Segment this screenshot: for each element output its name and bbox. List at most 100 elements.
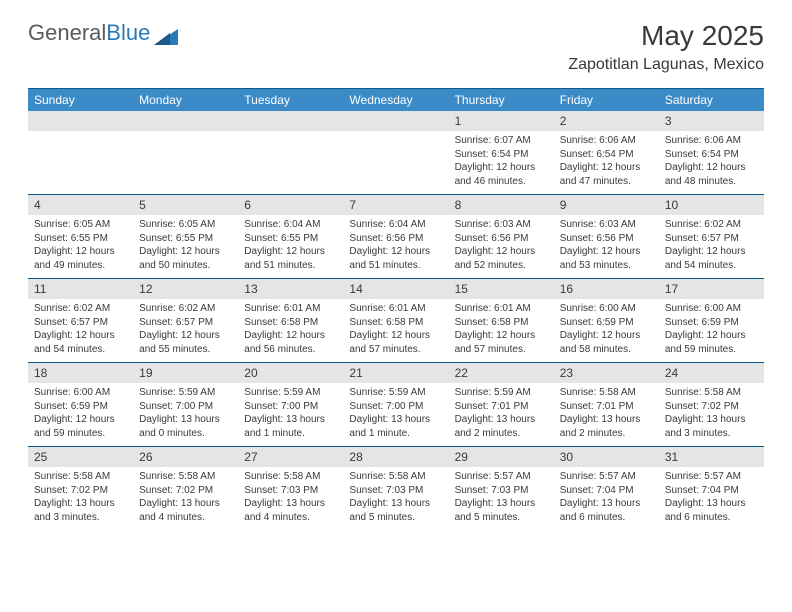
location-label: Zapotitlan Lagunas, Mexico [568,56,764,74]
day-details: Sunrise: 6:06 AMSunset: 6:54 PMDaylight:… [554,131,659,194]
day-number: 9 [554,195,659,215]
day-details: Sunrise: 6:05 AMSunset: 6:55 PMDaylight:… [133,215,238,278]
day-details: Sunrise: 6:04 AMSunset: 6:56 PMDaylight:… [343,215,448,278]
logo-text: GeneralBlue [28,20,150,46]
day-number: 12 [133,279,238,299]
day-number: 30 [554,447,659,467]
day-details-row: Sunrise: 6:02 AMSunset: 6:57 PMDaylight:… [28,299,764,362]
day-details [238,131,343,194]
day-details [133,131,238,194]
logo: GeneralBlue [28,20,178,46]
day-number: 20 [238,363,343,383]
day-number: 28 [343,447,448,467]
day-details: Sunrise: 6:01 AMSunset: 6:58 PMDaylight:… [343,299,448,362]
week-row: 11121314151617Sunrise: 6:02 AMSunset: 6:… [28,278,764,362]
day-number: 31 [659,447,764,467]
day-number: 18 [28,363,133,383]
weekday-header: Tuesday [238,89,343,111]
day-details: Sunrise: 5:58 AMSunset: 7:02 PMDaylight:… [28,467,133,530]
day-number: 24 [659,363,764,383]
day-number: 26 [133,447,238,467]
week-row: 123Sunrise: 6:07 AMSunset: 6:54 PMDaylig… [28,111,764,194]
day-number [28,111,133,131]
day-details: Sunrise: 6:00 AMSunset: 6:59 PMDaylight:… [659,299,764,362]
day-number: 17 [659,279,764,299]
title-block: May 2025 Zapotitlan Lagunas, Mexico [568,20,764,74]
day-number: 14 [343,279,448,299]
day-number: 7 [343,195,448,215]
logo-part2: Blue [106,20,150,45]
day-number-row: 123 [28,111,764,131]
weekday-header-row: SundayMondayTuesdayWednesdayThursdayFrid… [28,89,764,111]
day-details: Sunrise: 5:58 AMSunset: 7:03 PMDaylight:… [343,467,448,530]
weekday-header: Wednesday [343,89,448,111]
logo-triangle-icon [154,27,178,45]
day-details: Sunrise: 6:03 AMSunset: 6:56 PMDaylight:… [449,215,554,278]
day-details: Sunrise: 6:06 AMSunset: 6:54 PMDaylight:… [659,131,764,194]
day-details: Sunrise: 5:59 AMSunset: 7:01 PMDaylight:… [449,383,554,446]
day-number [133,111,238,131]
day-number: 21 [343,363,448,383]
day-number: 23 [554,363,659,383]
weekday-header: Friday [554,89,659,111]
day-details: Sunrise: 6:05 AMSunset: 6:55 PMDaylight:… [28,215,133,278]
day-number: 27 [238,447,343,467]
day-details: Sunrise: 6:00 AMSunset: 6:59 PMDaylight:… [28,383,133,446]
weekday-header: Saturday [659,89,764,111]
day-details: Sunrise: 6:02 AMSunset: 6:57 PMDaylight:… [133,299,238,362]
day-details: Sunrise: 5:59 AMSunset: 7:00 PMDaylight:… [238,383,343,446]
day-number: 29 [449,447,554,467]
day-details [28,131,133,194]
day-number: 22 [449,363,554,383]
day-details: Sunrise: 5:58 AMSunset: 7:03 PMDaylight:… [238,467,343,530]
weekday-header: Sunday [28,89,133,111]
day-details: Sunrise: 6:07 AMSunset: 6:54 PMDaylight:… [449,131,554,194]
month-title: May 2025 [568,20,764,52]
day-details: Sunrise: 5:57 AMSunset: 7:04 PMDaylight:… [659,467,764,530]
day-details-row: Sunrise: 6:07 AMSunset: 6:54 PMDaylight:… [28,131,764,194]
day-number: 1 [449,111,554,131]
day-number [238,111,343,131]
day-details: Sunrise: 6:02 AMSunset: 6:57 PMDaylight:… [659,215,764,278]
day-details: Sunrise: 5:57 AMSunset: 7:04 PMDaylight:… [554,467,659,530]
logo-part1: General [28,20,106,45]
day-number: 6 [238,195,343,215]
day-number: 4 [28,195,133,215]
day-details: Sunrise: 5:59 AMSunset: 7:00 PMDaylight:… [133,383,238,446]
day-details: Sunrise: 5:58 AMSunset: 7:02 PMDaylight:… [133,467,238,530]
day-number: 11 [28,279,133,299]
weekday-header: Thursday [449,89,554,111]
day-details: Sunrise: 6:03 AMSunset: 6:56 PMDaylight:… [554,215,659,278]
day-number: 2 [554,111,659,131]
day-number: 19 [133,363,238,383]
day-details: Sunrise: 6:01 AMSunset: 6:58 PMDaylight:… [449,299,554,362]
day-number [343,111,448,131]
day-details-row: Sunrise: 5:58 AMSunset: 7:02 PMDaylight:… [28,467,764,530]
week-row: 45678910Sunrise: 6:05 AMSunset: 6:55 PMD… [28,194,764,278]
day-number: 25 [28,447,133,467]
day-number-row: 11121314151617 [28,279,764,299]
day-number: 13 [238,279,343,299]
day-number-row: 18192021222324 [28,363,764,383]
day-details: Sunrise: 6:02 AMSunset: 6:57 PMDaylight:… [28,299,133,362]
day-details: Sunrise: 5:58 AMSunset: 7:02 PMDaylight:… [659,383,764,446]
calendar: SundayMondayTuesdayWednesdayThursdayFrid… [28,88,764,530]
day-number: 16 [554,279,659,299]
weeks-container: 123Sunrise: 6:07 AMSunset: 6:54 PMDaylig… [28,111,764,530]
day-details: Sunrise: 5:58 AMSunset: 7:01 PMDaylight:… [554,383,659,446]
day-details: Sunrise: 6:04 AMSunset: 6:55 PMDaylight:… [238,215,343,278]
day-number: 3 [659,111,764,131]
week-row: 18192021222324Sunrise: 6:00 AMSunset: 6:… [28,362,764,446]
day-number: 15 [449,279,554,299]
day-details [343,131,448,194]
day-details: Sunrise: 5:59 AMSunset: 7:00 PMDaylight:… [343,383,448,446]
week-row: 25262728293031Sunrise: 5:58 AMSunset: 7:… [28,446,764,530]
day-details: Sunrise: 5:57 AMSunset: 7:03 PMDaylight:… [449,467,554,530]
day-number-row: 25262728293031 [28,447,764,467]
day-details-row: Sunrise: 6:05 AMSunset: 6:55 PMDaylight:… [28,215,764,278]
day-details-row: Sunrise: 6:00 AMSunset: 6:59 PMDaylight:… [28,383,764,446]
weekday-header: Monday [133,89,238,111]
day-number: 8 [449,195,554,215]
header: GeneralBlue May 2025 Zapotitlan Lagunas,… [0,0,792,82]
day-details: Sunrise: 6:01 AMSunset: 6:58 PMDaylight:… [238,299,343,362]
